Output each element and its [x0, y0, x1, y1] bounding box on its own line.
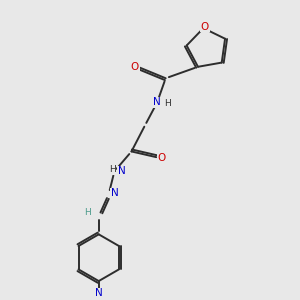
- Text: N: N: [111, 188, 119, 198]
- Text: O: O: [131, 62, 139, 72]
- Text: O: O: [157, 153, 166, 163]
- Text: H: H: [85, 208, 91, 217]
- Text: H: H: [165, 99, 171, 108]
- Text: H: H: [109, 166, 116, 175]
- Text: N: N: [153, 98, 160, 107]
- Text: O: O: [201, 22, 209, 32]
- Text: N: N: [118, 167, 125, 176]
- Text: N: N: [95, 288, 103, 298]
